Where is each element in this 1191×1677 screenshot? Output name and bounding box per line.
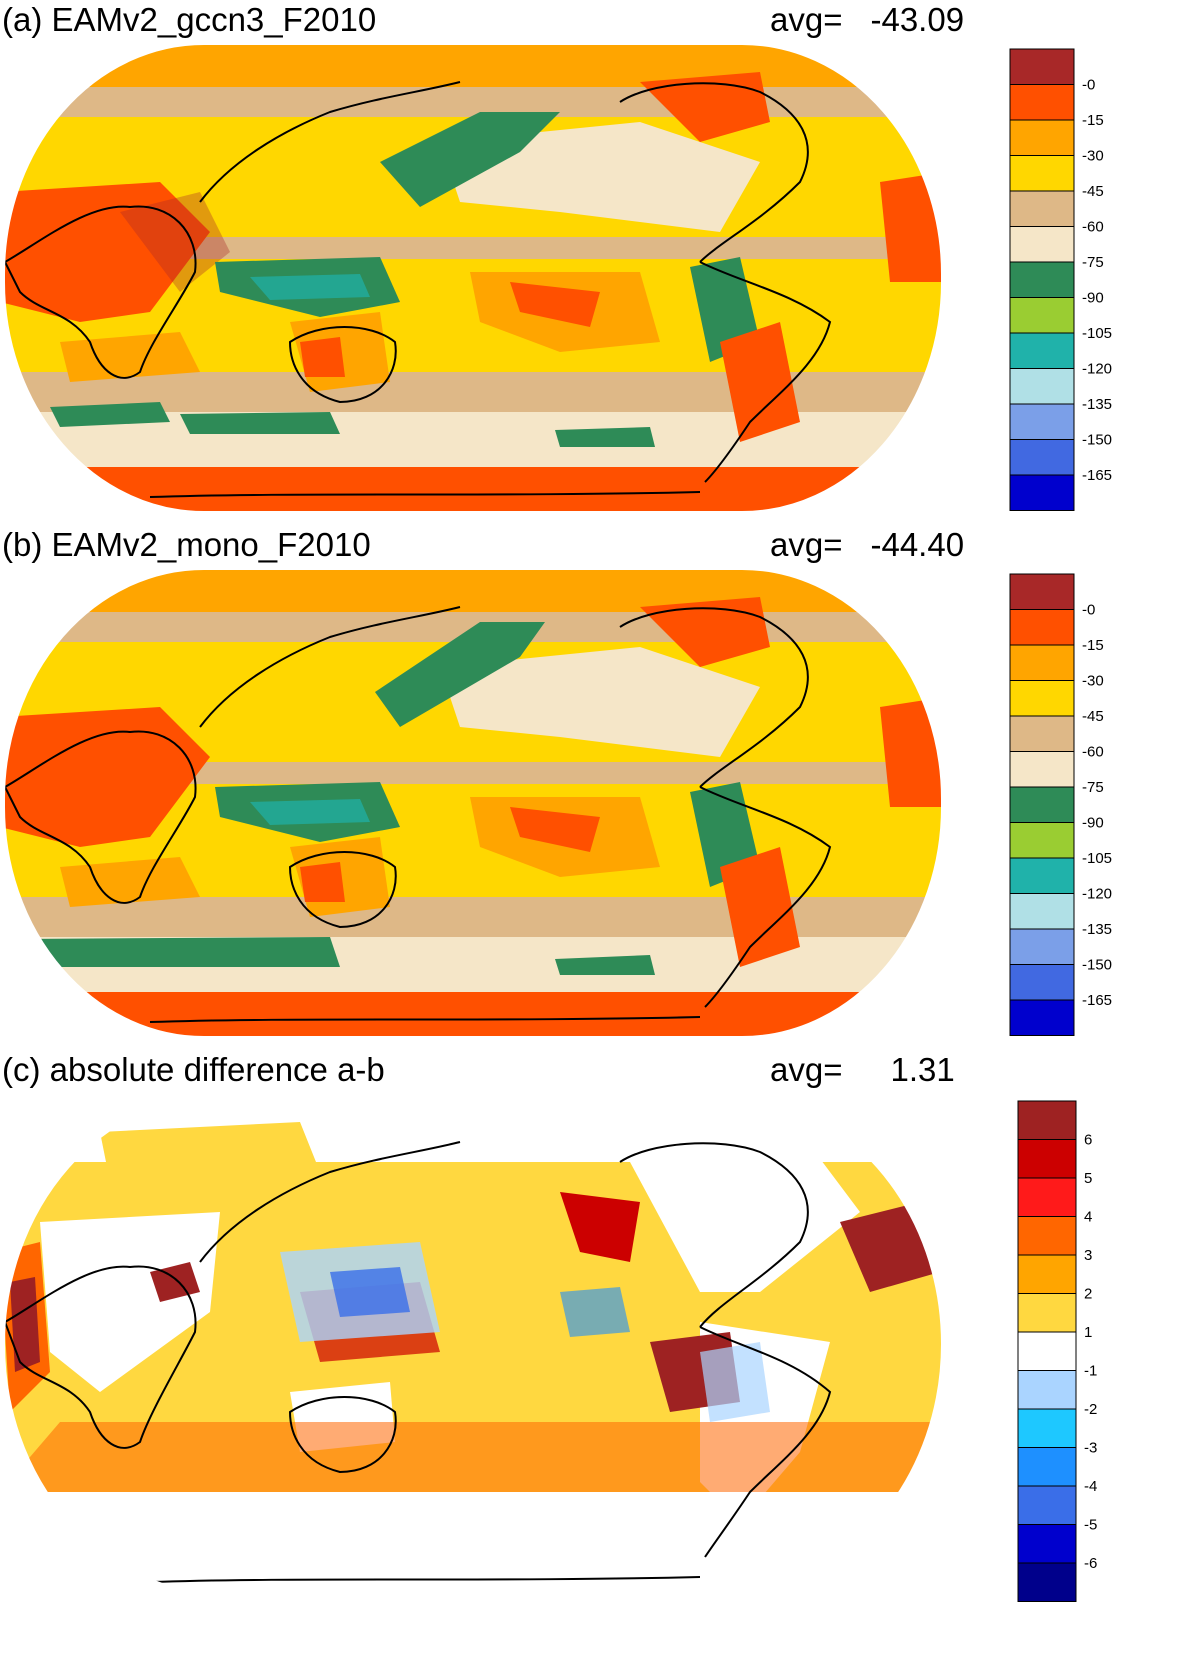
colorbar-label: -165 bbox=[1082, 992, 1112, 1009]
avg-label: avg= bbox=[770, 526, 843, 563]
panel-title: (b) EAMv2_mono_F2010 bbox=[2, 526, 371, 563]
avg-value: -44.40 bbox=[870, 526, 965, 563]
colorbar-segment bbox=[1009, 368, 1075, 405]
colorbar-segment bbox=[1017, 1485, 1077, 1525]
colorbar-segment bbox=[1017, 1447, 1077, 1487]
colorbar-segment bbox=[1017, 1370, 1077, 1410]
colorbar-label: -120 bbox=[1082, 886, 1112, 903]
colorbar-label: -3 bbox=[1084, 1440, 1097, 1457]
colorbar-label: -105 bbox=[1082, 850, 1112, 867]
colorbar-label: 5 bbox=[1084, 1170, 1092, 1187]
colorbar-label: -165 bbox=[1082, 467, 1112, 484]
colorbar-label: -150 bbox=[1082, 432, 1112, 449]
colorbar: -0 -15 -30 -45 -60 -75 -90 -105 -120 -135 -150 -165 bbox=[1009, 573, 1112, 1036]
world-map bbox=[3, 43, 943, 513]
colorbar-segment bbox=[1009, 119, 1075, 156]
colorbar-segment bbox=[1017, 1293, 1077, 1333]
avg-label: avg= bbox=[770, 1051, 843, 1088]
colorbar-segment bbox=[1009, 297, 1075, 334]
panel-average: avg= -44.40 bbox=[770, 525, 964, 565]
colorbar-label: 3 bbox=[1084, 1247, 1092, 1264]
colorbar-segment bbox=[1017, 1139, 1077, 1179]
world-map bbox=[3, 1093, 943, 1595]
colorbar-segment bbox=[1009, 893, 1075, 930]
colorbar-segment bbox=[1009, 190, 1075, 227]
colorbar-label: -135 bbox=[1082, 921, 1112, 938]
colorbar-label: -45 bbox=[1082, 183, 1104, 200]
colorbar-label: -90 bbox=[1082, 815, 1104, 832]
colorbar-segment bbox=[1009, 751, 1075, 788]
colorbar-label: -45 bbox=[1082, 708, 1104, 725]
colorbar-segment bbox=[1017, 1254, 1077, 1294]
colorbar-segment bbox=[1009, 786, 1075, 823]
colorbar-label: -0 bbox=[1082, 77, 1095, 94]
colorbar-label: -6 bbox=[1084, 1555, 1097, 1572]
colorbar-segment bbox=[1009, 680, 1075, 717]
colorbar-label: -0 bbox=[1082, 602, 1095, 619]
colorbar-label: -5 bbox=[1084, 1517, 1097, 1534]
colorbar-segment bbox=[1009, 48, 1075, 85]
colorbar-label: -30 bbox=[1082, 673, 1104, 690]
colorbar-segment bbox=[1009, 155, 1075, 192]
colorbar-label: -30 bbox=[1082, 148, 1104, 165]
colorbar: 6 5 4 3 2 1 -1 -2 -3 -4 -5 -6 bbox=[1017, 1100, 1097, 1602]
colorbar-segment bbox=[1017, 1524, 1077, 1564]
panel-average: avg= 1.31 bbox=[770, 1050, 955, 1090]
colorbar-segment bbox=[1017, 1177, 1077, 1217]
panel-title: (c) absolute difference a-b bbox=[2, 1051, 385, 1088]
avg-value: 1.31 bbox=[890, 1051, 955, 1088]
colorbar-label: -135 bbox=[1082, 396, 1112, 413]
colorbar-label: -90 bbox=[1082, 290, 1104, 307]
avg-label: avg= bbox=[770, 1, 843, 38]
colorbar-segment bbox=[1009, 857, 1075, 894]
colorbar-segment bbox=[1009, 474, 1075, 511]
colorbar-segment bbox=[1017, 1331, 1077, 1371]
colorbar-segment bbox=[1009, 609, 1075, 646]
colorbar-segment bbox=[1009, 261, 1075, 298]
colorbar-label: 2 bbox=[1084, 1286, 1092, 1303]
colorbar-segment bbox=[1009, 403, 1075, 440]
colorbar-segment bbox=[1017, 1408, 1077, 1448]
colorbar: -0 -15 -30 -45 -60 -75 -90 -105 -120 -135 -150 -165 bbox=[1009, 48, 1112, 511]
colorbar-segment bbox=[1009, 439, 1075, 476]
colorbar-label: -15 bbox=[1082, 637, 1104, 654]
world-map bbox=[3, 568, 943, 1038]
colorbar-label: 4 bbox=[1084, 1209, 1092, 1226]
colorbar-label: -1 bbox=[1084, 1363, 1097, 1380]
colorbar-segment bbox=[1017, 1562, 1077, 1602]
colorbar-label: -120 bbox=[1082, 361, 1112, 378]
colorbar-segment bbox=[1009, 332, 1075, 369]
colorbar-label: -4 bbox=[1084, 1478, 1097, 1495]
colorbar-label: -75 bbox=[1082, 254, 1104, 271]
colorbar-segment bbox=[1017, 1216, 1077, 1256]
colorbar-segment bbox=[1009, 84, 1075, 121]
colorbar-segment bbox=[1009, 822, 1075, 859]
panel-average: avg= -43.09 bbox=[770, 0, 964, 40]
colorbar-segment bbox=[1009, 928, 1075, 965]
colorbar-label: -75 bbox=[1082, 779, 1104, 796]
colorbar-segment bbox=[1009, 715, 1075, 752]
colorbar-label: -60 bbox=[1082, 744, 1104, 761]
colorbar-label: 1 bbox=[1084, 1324, 1092, 1341]
colorbar-label: -2 bbox=[1084, 1401, 1097, 1418]
colorbar-label: 6 bbox=[1084, 1132, 1092, 1149]
colorbar-segment bbox=[1009, 573, 1075, 610]
colorbar-segment bbox=[1009, 999, 1075, 1036]
colorbar-segment bbox=[1017, 1100, 1077, 1140]
colorbar-segment bbox=[1009, 226, 1075, 263]
avg-value: -43.09 bbox=[870, 1, 965, 38]
colorbar-label: -105 bbox=[1082, 325, 1112, 342]
colorbar-segment bbox=[1009, 644, 1075, 681]
colorbar-segment bbox=[1009, 964, 1075, 1001]
panel-title: (a) EAMv2_gccn3_F2010 bbox=[2, 1, 377, 38]
colorbar-label: -150 bbox=[1082, 957, 1112, 974]
colorbar-label: -15 bbox=[1082, 112, 1104, 129]
colorbar-label: -60 bbox=[1082, 219, 1104, 236]
